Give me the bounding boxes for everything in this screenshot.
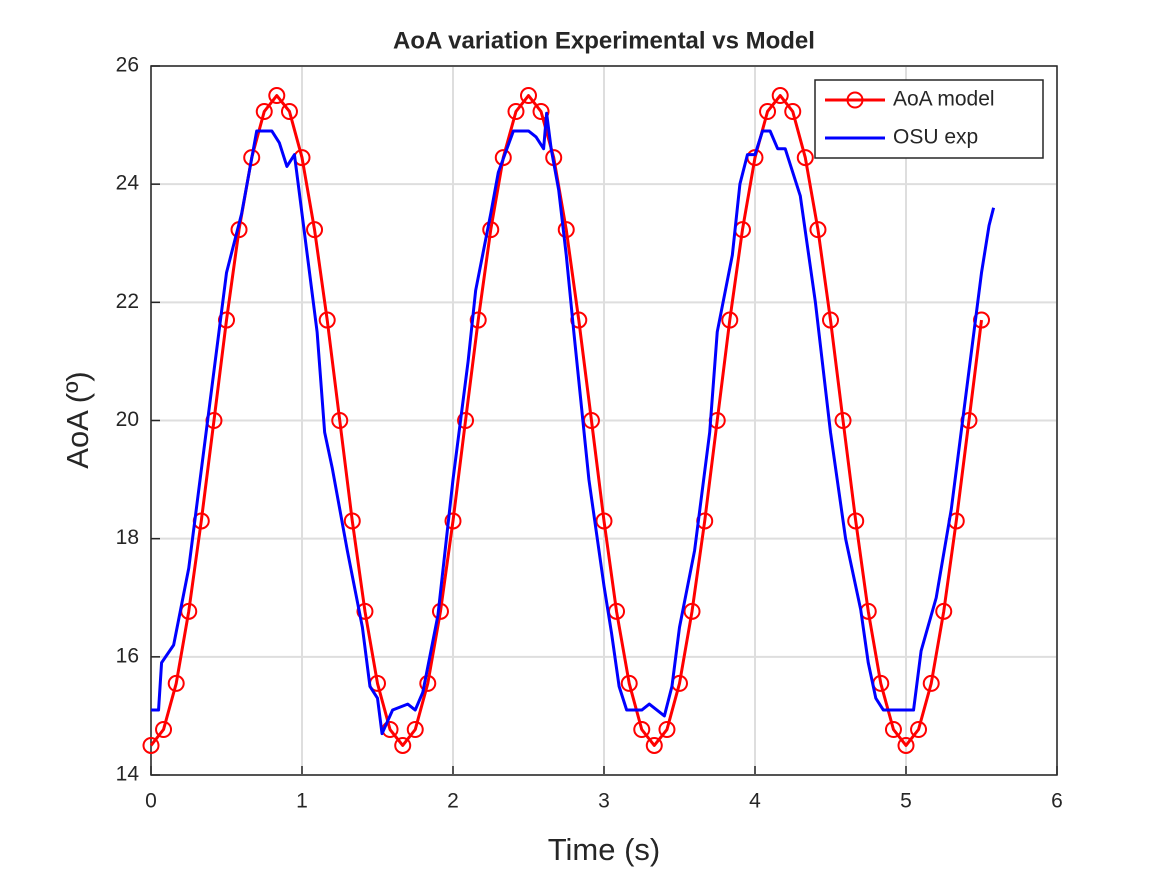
y-tick-label: 22 [116, 290, 139, 313]
x-tick-label: 1 [296, 790, 308, 813]
data-point [633, 721, 651, 739]
data-point [482, 221, 500, 239]
data-point [935, 602, 953, 620]
data-point [834, 412, 852, 429]
y-tick-label: 14 [116, 763, 140, 786]
data-point [784, 102, 802, 120]
data-point [796, 149, 814, 167]
legend: AoA model OSU exp [814, 79, 1044, 159]
data-point [532, 102, 550, 120]
chart-title: AoA variation Experimental vs Model [393, 27, 815, 54]
y-axis-label: AoA (º) [60, 371, 95, 468]
x-tick-label: 6 [1051, 790, 1063, 813]
x-axis-label: Time (s) [548, 832, 661, 867]
legend-label: AoA model [893, 88, 995, 111]
data-point [155, 721, 173, 739]
data-point [771, 87, 789, 105]
data-point [469, 311, 487, 329]
y-tick-label: 26 [116, 54, 139, 77]
data-point [331, 412, 349, 429]
data-point [255, 102, 273, 120]
y-tick-label: 16 [116, 644, 139, 667]
data-point [822, 311, 839, 329]
data-point [394, 736, 412, 754]
data-point [280, 102, 298, 120]
series-line [149, 94, 983, 747]
data-point [306, 221, 324, 239]
data-point [620, 674, 638, 692]
legend-marker [846, 91, 864, 109]
data-point [721, 311, 739, 329]
data-point [910, 721, 928, 739]
x-tick-label: 5 [900, 790, 912, 813]
data-point [406, 721, 424, 739]
data-point [897, 736, 915, 754]
data-point [167, 674, 185, 692]
data-point [419, 674, 437, 692]
data-point [759, 102, 777, 120]
data-point [444, 512, 462, 530]
data-point [847, 512, 865, 530]
data-point [268, 87, 286, 105]
data-point [595, 512, 613, 530]
y-tick-label: 24 [116, 172, 140, 195]
data-point [507, 102, 525, 120]
data-point [683, 602, 701, 620]
data-point [356, 602, 374, 620]
x-tick-label: 4 [749, 790, 761, 813]
series-line [151, 111, 996, 736]
data-point [658, 721, 676, 739]
data-point [645, 736, 663, 754]
x-tick-label: 2 [447, 790, 459, 813]
data-point [318, 311, 336, 329]
data-point [457, 412, 475, 429]
data-point [922, 674, 940, 692]
axes-box [150, 65, 1058, 776]
x-tick-label: 0 [145, 790, 157, 813]
data-point [520, 87, 537, 105]
x-tick-label: 3 [598, 790, 610, 813]
data-point [142, 736, 160, 754]
data-point [884, 721, 902, 739]
data-point [494, 149, 512, 167]
y-tick-label: 20 [116, 408, 139, 431]
data-point [809, 221, 827, 239]
data-point [557, 221, 575, 239]
data-point [343, 512, 361, 530]
legend-label: OSU exp [893, 126, 978, 149]
y-tick-label: 18 [116, 526, 139, 549]
